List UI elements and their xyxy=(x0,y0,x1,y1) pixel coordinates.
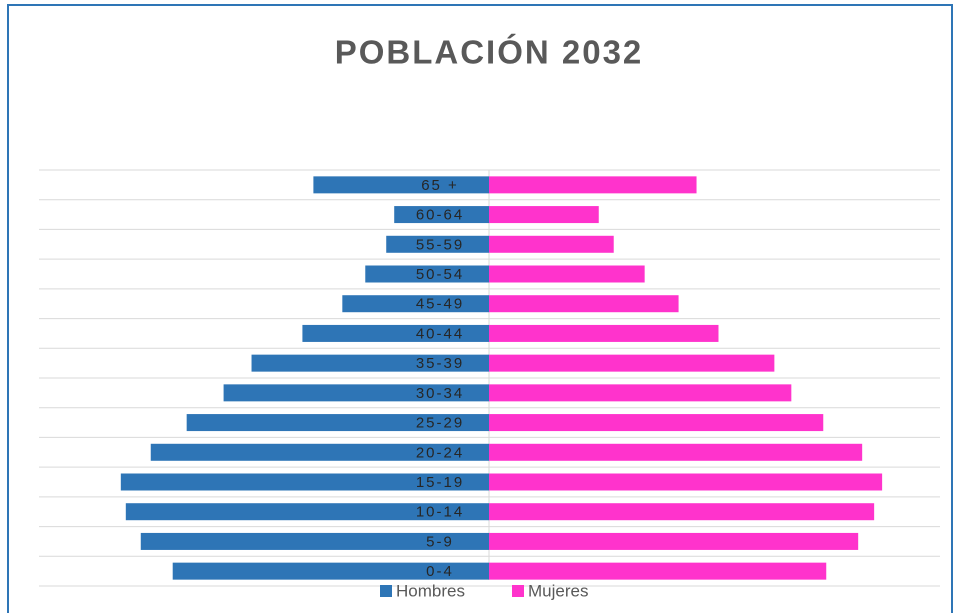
category-label: 0-4 xyxy=(426,563,454,580)
category-label: 15-19 xyxy=(416,474,464,491)
bar xyxy=(489,265,645,283)
category-label: 60-64 xyxy=(416,207,464,224)
bar xyxy=(302,324,489,342)
bar xyxy=(120,473,490,491)
bar xyxy=(365,265,489,283)
category-label: 40-44 xyxy=(416,325,464,342)
bar xyxy=(489,473,883,491)
bar xyxy=(489,324,719,342)
category-label: 35-39 xyxy=(416,355,464,372)
category-label: 10-14 xyxy=(416,504,464,521)
category-label: 65 + xyxy=(421,177,459,194)
bar xyxy=(313,176,489,194)
bar xyxy=(223,384,490,402)
bar xyxy=(489,235,614,253)
bar xyxy=(251,354,489,372)
bar xyxy=(125,503,489,521)
bar xyxy=(150,443,490,461)
category-label: 30-34 xyxy=(416,385,464,402)
bar xyxy=(489,354,775,372)
bar xyxy=(394,206,489,224)
category-label: 20-24 xyxy=(416,444,464,461)
bar xyxy=(489,414,824,432)
bar xyxy=(186,414,489,432)
bar xyxy=(489,532,859,550)
bar xyxy=(489,176,697,194)
bar xyxy=(489,562,827,580)
bar xyxy=(489,295,679,313)
chart-title: POBLACIÓN 2032 xyxy=(335,34,644,71)
bar xyxy=(489,384,792,402)
bar xyxy=(489,206,599,224)
bar xyxy=(386,235,489,253)
legend-swatch xyxy=(380,585,392,597)
bar xyxy=(172,562,489,580)
category-label: 25-29 xyxy=(416,415,464,432)
bar xyxy=(489,503,875,521)
category-label: 45-49 xyxy=(416,296,464,313)
legend-swatch xyxy=(512,585,524,597)
bar xyxy=(342,295,489,313)
bar xyxy=(489,443,863,461)
category-label: 55-59 xyxy=(416,236,464,253)
legend-label: Mujeres xyxy=(528,581,588,600)
bar xyxy=(140,532,489,550)
category-label: 5-9 xyxy=(426,533,454,550)
category-label: 50-54 xyxy=(416,266,464,283)
legend-label: Hombres xyxy=(396,581,465,600)
